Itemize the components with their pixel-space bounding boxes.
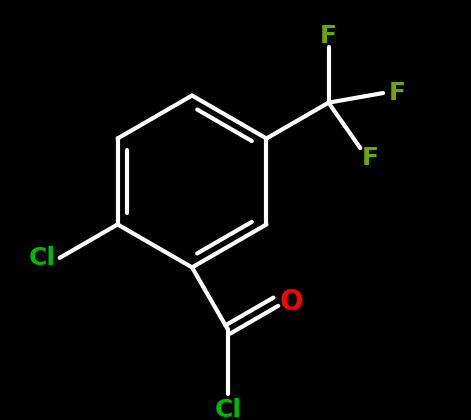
Text: F: F [361,146,378,170]
Text: Cl: Cl [29,246,56,270]
Text: F: F [320,24,337,48]
Text: Cl: Cl [214,398,241,420]
Text: F: F [389,81,406,105]
Text: O: O [279,288,303,316]
